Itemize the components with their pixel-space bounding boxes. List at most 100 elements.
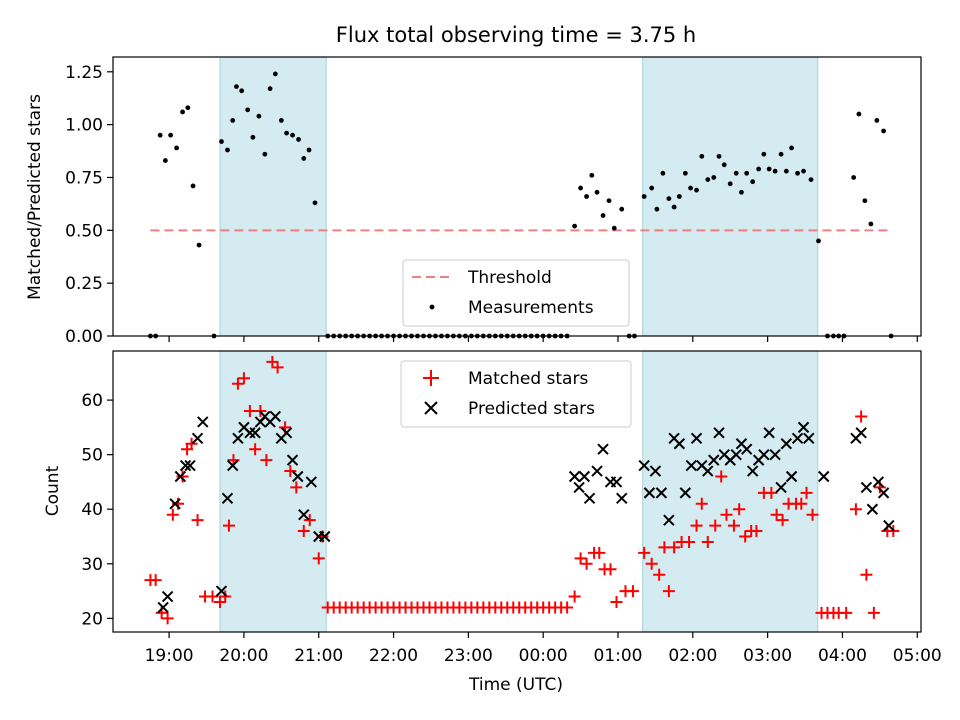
predicted-star-point <box>818 470 830 483</box>
matched-star-point <box>806 508 819 521</box>
measurement-point <box>721 162 727 168</box>
predicted-star-point <box>286 454 299 466</box>
predicted-star-point <box>803 432 815 445</box>
matched-star-point <box>849 503 862 516</box>
matched-star-point <box>709 519 722 532</box>
x-axis-label: Time (UTC) <box>468 675 563 695</box>
observing-window-1 <box>642 350 819 633</box>
matched-star-point <box>574 552 587 565</box>
predicted-star-point <box>685 459 698 472</box>
matched-star-point <box>765 486 778 499</box>
top-legend-box <box>402 259 630 327</box>
measurement-point <box>267 86 273 92</box>
measurement-point <box>594 189 600 195</box>
matched-star-point <box>855 410 868 423</box>
matched-star-point <box>237 372 250 385</box>
measurement-point <box>750 179 756 185</box>
measurement-point <box>772 168 778 174</box>
measurement-point <box>578 185 583 191</box>
measurement-point <box>862 198 868 204</box>
predicted-star-point <box>226 459 239 472</box>
measurement-point <box>301 156 307 161</box>
measurement-point <box>611 225 617 231</box>
predicted-star-point <box>161 590 174 603</box>
predicted-star-point <box>785 470 798 483</box>
measurement-point <box>168 132 174 138</box>
predicted-star-point <box>179 459 192 472</box>
x-tick-label: 20:00 <box>219 646 268 666</box>
matched-star-point <box>604 563 617 576</box>
measurement-point <box>225 147 230 153</box>
matched-star-point <box>770 508 783 521</box>
measurement-point <box>716 153 722 159</box>
top-axes-frame <box>112 56 922 337</box>
measurement-point <box>572 223 578 229</box>
measurement-point <box>705 177 711 182</box>
measurement-point <box>641 194 647 199</box>
predicted-star-point <box>643 487 656 499</box>
predicted-star-point <box>791 432 804 445</box>
y-tick-label: 60 <box>81 391 103 411</box>
predicted-star-point <box>713 427 725 439</box>
matched-star-point <box>750 525 763 538</box>
matched-star-point <box>219 590 232 603</box>
measurement-point <box>727 181 733 187</box>
y-tick-label: 1.00 <box>65 116 103 136</box>
predicted-star-point <box>775 481 787 494</box>
matched-star-point <box>645 557 658 570</box>
matched-star-point <box>185 437 198 450</box>
measurement-point <box>245 107 251 113</box>
matched-star-point <box>690 519 703 532</box>
legend-matched-label: Matched stars <box>468 369 588 389</box>
predicted-star-point <box>597 443 609 455</box>
measurement-point <box>584 194 589 199</box>
measurement-point <box>272 71 278 77</box>
measurement-point <box>606 198 612 204</box>
measurement-point <box>589 172 595 178</box>
predicted-star-point <box>221 492 234 505</box>
bottom-y-axis-label: Count <box>43 465 63 516</box>
matched-star-point <box>176 470 189 483</box>
observing-window-0 <box>219 56 327 337</box>
predicted-star-point <box>763 427 775 439</box>
measurement-point <box>778 151 784 157</box>
measurement-point <box>816 238 821 244</box>
predicted-star-point <box>573 481 585 494</box>
predicted-star-point <box>679 487 692 499</box>
measurement-point <box>230 118 236 123</box>
x-tick-label: 22:00 <box>369 646 418 666</box>
measurement-point <box>688 185 693 191</box>
measurement-point <box>856 111 862 117</box>
matched-star-point <box>290 481 303 494</box>
measurement-point <box>190 183 196 189</box>
predicted-star-point <box>797 421 810 434</box>
measurement-point <box>619 206 625 212</box>
matched-star-point <box>715 470 728 483</box>
measurement-point <box>660 170 666 176</box>
bottom-legend-box <box>400 360 632 428</box>
measurement-point <box>196 242 202 248</box>
matched-star-point <box>795 497 808 510</box>
matched-star-point <box>249 443 262 456</box>
predicted-star-point <box>215 585 228 597</box>
x-tick-label: 01:00 <box>594 646 643 666</box>
measurement-point <box>157 132 163 138</box>
legend-threshold-label: Threshold <box>467 268 552 288</box>
measurement-point <box>671 204 677 210</box>
measurement-point <box>219 139 224 144</box>
measurement-point <box>744 170 750 176</box>
predicted-star-point <box>298 508 310 521</box>
predicted-star-point <box>583 492 596 505</box>
legend-matched-swatch <box>423 370 439 386</box>
matched-star-point <box>720 508 733 521</box>
measurement-point <box>761 151 767 157</box>
measurement-point <box>783 168 789 174</box>
legend-measurements-label: Measurements <box>468 298 594 318</box>
predicted-star-point <box>758 448 770 461</box>
measurement-point <box>733 170 739 176</box>
bottom-legend: Matched stars Predicted stars <box>400 360 632 428</box>
predicted-star-point <box>280 427 293 439</box>
measurement-point <box>284 130 289 136</box>
predicted-star-point <box>568 470 581 483</box>
measurement-point <box>600 213 606 218</box>
